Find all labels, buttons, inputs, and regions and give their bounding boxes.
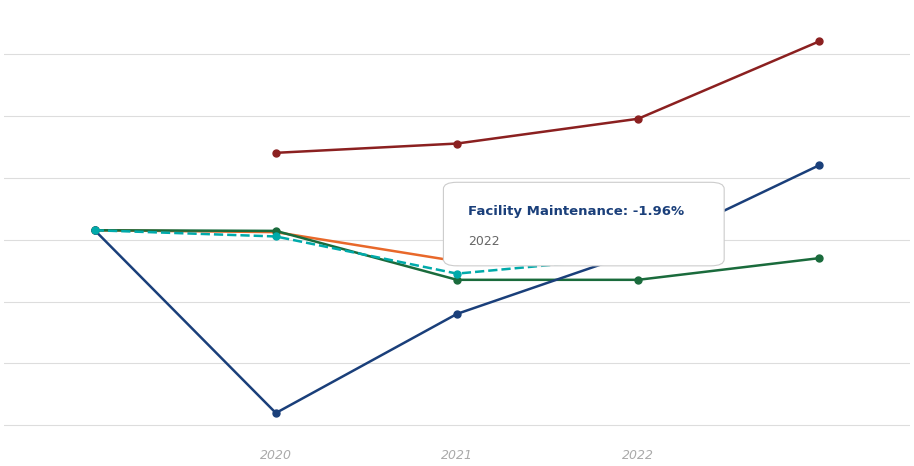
- Text: 2022: 2022: [468, 235, 499, 248]
- FancyBboxPatch shape: [443, 182, 724, 266]
- Text: Facility Maintenance: -1.96%: Facility Maintenance: -1.96%: [468, 205, 684, 218]
